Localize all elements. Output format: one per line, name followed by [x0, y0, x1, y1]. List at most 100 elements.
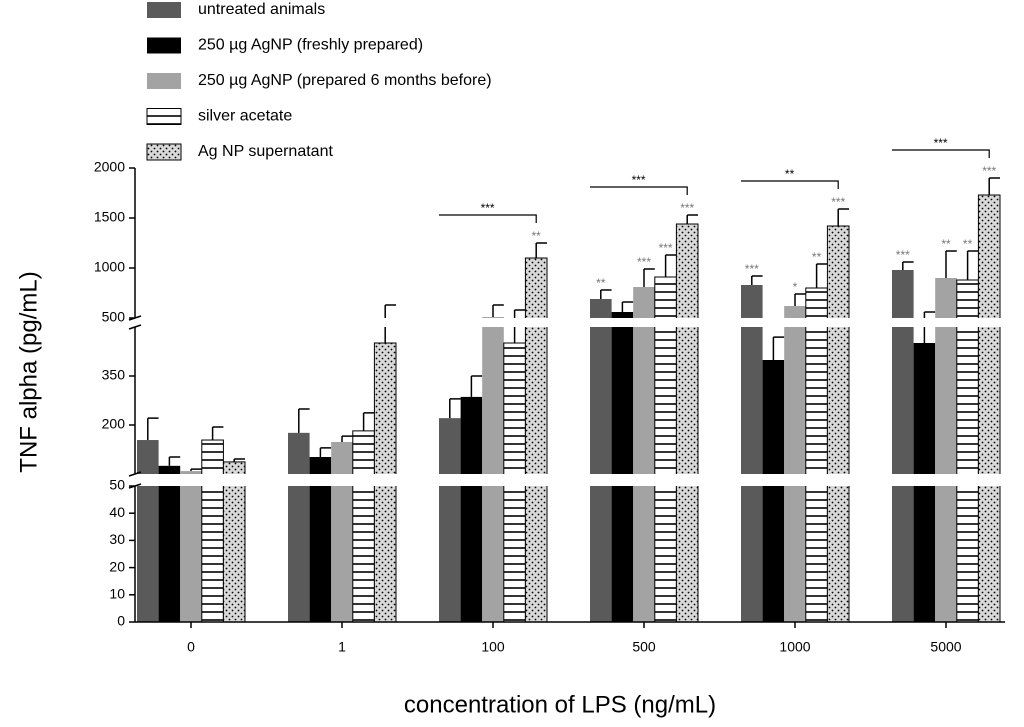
y-tick-label: 2000	[94, 159, 125, 175]
error-bar	[621, 301, 634, 312]
bar	[137, 440, 159, 622]
bar	[654, 276, 677, 623]
significance-bracket	[590, 186, 688, 195]
significance-bracket	[892, 149, 990, 158]
error-bar	[923, 311, 936, 344]
error-bar	[298, 408, 310, 433]
y-tick-label: 10	[109, 586, 125, 602]
error-bar	[772, 336, 785, 360]
error-bar	[492, 304, 504, 317]
x-tick-label: 5000	[930, 639, 961, 655]
significance-label: ***	[637, 255, 651, 269]
significance-label: ***	[896, 248, 910, 262]
y-tick-label: 50	[109, 477, 125, 493]
bar	[784, 306, 806, 622]
bar	[762, 359, 785, 622]
legend-label: 250 µg AgNP (prepared 6 months before)	[198, 72, 492, 89]
bar	[201, 439, 224, 623]
legend-swatch	[147, 2, 181, 18]
y-tick-label: 30	[109, 531, 125, 547]
error-bar	[362, 412, 375, 431]
error-bar	[319, 447, 332, 458]
error-bar	[233, 458, 245, 462]
bracket-label: **	[785, 167, 795, 181]
error-bar	[664, 254, 677, 277]
significance-label: **	[812, 250, 822, 264]
significance-bracket	[439, 214, 537, 223]
significance-bracket	[741, 180, 839, 189]
error-bar	[341, 435, 353, 442]
error-bar	[168, 456, 181, 466]
legend-swatch	[146, 143, 182, 161]
significance-label: ***	[745, 262, 759, 276]
x-tick-label: 1	[338, 639, 346, 655]
significance-label: ***	[680, 201, 694, 215]
error-bar	[945, 250, 957, 278]
significance-label: ***	[831, 195, 845, 209]
y-tick-label: 20	[109, 558, 125, 574]
error-bar	[815, 263, 828, 288]
bar	[826, 225, 850, 623]
legend-swatch	[147, 73, 181, 89]
error-bar	[686, 214, 698, 224]
bracket-label: ***	[632, 173, 646, 187]
legend-label: 250 µg AgNP (freshly prepared)	[198, 37, 423, 54]
bar	[590, 299, 612, 622]
error-bar	[147, 417, 159, 441]
error-bar	[902, 261, 914, 270]
legend-label: silver acetate	[198, 108, 292, 125]
y-tick-label: 200	[102, 416, 126, 432]
bar	[352, 430, 375, 623]
bar	[524, 257, 548, 623]
significance-label: **	[941, 237, 951, 251]
bracket-label: ***	[481, 201, 495, 215]
axis-break	[129, 474, 1005, 486]
error-bar	[966, 250, 979, 280]
bar	[956, 279, 979, 623]
bar	[288, 432, 310, 622]
error-bar	[470, 375, 483, 397]
y-tick-label: 1500	[94, 209, 125, 225]
bar	[675, 223, 699, 623]
significance-label: ***	[659, 241, 673, 255]
error-bar	[988, 177, 1000, 195]
error-bar	[794, 293, 806, 306]
significance-label: ***	[982, 164, 996, 178]
y-tick-label: 350	[102, 367, 126, 383]
x-axis-title: concentration of LPS (ng/mL)	[404, 691, 716, 718]
error-bar	[190, 468, 202, 472]
legend-swatch	[147, 37, 181, 54]
x-tick-label: 1000	[779, 639, 810, 655]
significance-label: **	[596, 276, 606, 290]
bar	[309, 457, 332, 622]
y-tick-label: 500	[102, 309, 126, 325]
bar	[482, 317, 504, 622]
bar	[180, 471, 202, 622]
bar	[460, 396, 483, 622]
bar	[331, 441, 353, 622]
x-tick-label: 100	[481, 639, 505, 655]
y-tick-label: 1000	[94, 259, 125, 275]
axis-break	[129, 318, 1005, 327]
significance-label: **	[532, 229, 542, 243]
legend-label: Ag NP supernatant	[198, 143, 333, 160]
bar	[633, 287, 655, 622]
error-bar	[449, 398, 461, 419]
bar	[892, 270, 914, 622]
x-tick-label: 0	[187, 639, 195, 655]
significance-label: *	[793, 280, 798, 294]
bar	[805, 287, 828, 623]
y-axis-title: TNF alpha (pg/mL)	[15, 271, 42, 472]
bar	[741, 285, 763, 622]
legend-swatch	[146, 108, 182, 125]
legend-label: untreated animals	[198, 1, 325, 18]
bar	[611, 312, 634, 622]
y-tick-label: 40	[109, 504, 125, 520]
error-bar	[751, 275, 763, 285]
error-bar	[211, 426, 224, 441]
bar	[158, 465, 181, 622]
significance-label: **	[963, 237, 973, 251]
bracket-label: ***	[934, 136, 948, 150]
bar	[439, 418, 461, 622]
